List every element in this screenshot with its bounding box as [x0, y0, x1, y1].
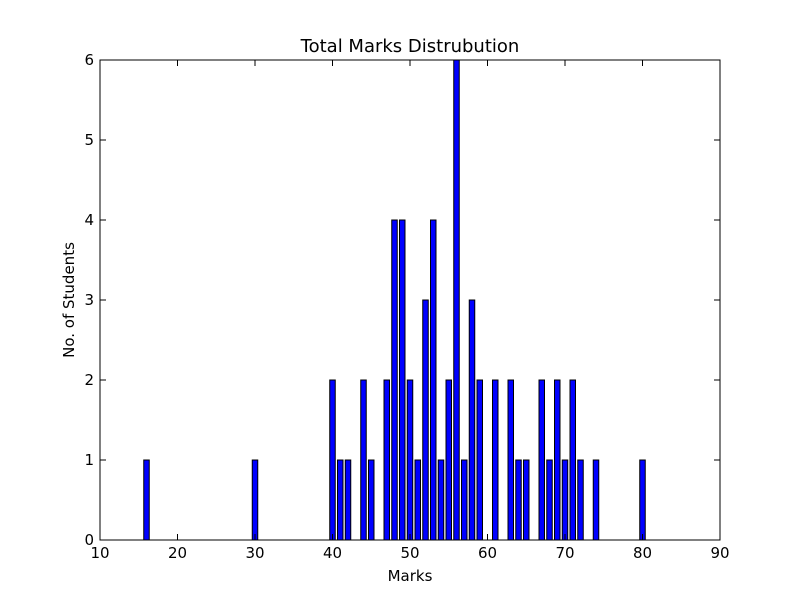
- bar-56: [453, 59, 460, 541]
- bar-63: [507, 379, 514, 541]
- x-tick-label: 60: [478, 544, 497, 562]
- x-tick-label: 40: [323, 544, 342, 562]
- bar-74: [592, 459, 600, 541]
- bar-40: [329, 379, 336, 541]
- y-tick-label: 0: [84, 531, 94, 549]
- bar-44: [360, 379, 367, 541]
- bar-57: [461, 459, 468, 541]
- bar-68: [546, 459, 553, 541]
- x-tick-label: 20: [168, 544, 187, 562]
- plot-frame: [99, 59, 721, 541]
- y-tick-label: 3: [84, 291, 94, 309]
- bar-16: [143, 459, 150, 541]
- bar-41: [337, 459, 344, 541]
- bar-61: [492, 379, 499, 541]
- bar-52: [422, 299, 429, 541]
- plot-area: 10 20 30 40 50 60 70 80 90 0 1 2 3 4 5 6: [84, 51, 729, 562]
- chart-title: Total Marks Distrubution: [300, 36, 520, 57]
- y-tick-label: 5: [84, 131, 94, 149]
- bar-48: [391, 219, 398, 541]
- x-tick-label: 90: [710, 544, 729, 562]
- bar-50: [406, 379, 414, 541]
- y-tick-label: 6: [84, 51, 94, 69]
- y-tick-label: 4: [84, 211, 94, 229]
- bar-59: [476, 379, 483, 541]
- bar-49: [399, 219, 406, 541]
- y-tick-label: 2: [84, 371, 94, 389]
- x-tick-label: 10: [90, 544, 109, 562]
- bar-47: [383, 379, 390, 541]
- bar-53: [430, 219, 437, 541]
- y-axis-label: No. of Students: [60, 242, 78, 358]
- bar-45: [368, 459, 375, 541]
- y-tick-label: 1: [84, 451, 94, 469]
- x-tick-label: 30: [245, 544, 264, 562]
- bar-58: [468, 299, 476, 541]
- bar-42: [344, 459, 352, 541]
- x-tick-label: 80: [633, 544, 652, 562]
- bar-67: [538, 379, 545, 541]
- bar-80: [639, 459, 646, 541]
- x-tick-label: 70: [555, 544, 574, 562]
- bar-55: [445, 379, 452, 541]
- x-axis-label: Marks: [388, 567, 433, 585]
- bar-72: [577, 459, 584, 541]
- bar-65: [523, 459, 530, 541]
- bar-51: [414, 459, 421, 541]
- bar-64: [515, 459, 522, 541]
- bar-54: [437, 459, 445, 541]
- bar-69: [554, 379, 561, 541]
- bar-30: [251, 459, 259, 541]
- bar-71: [569, 379, 576, 541]
- x-tick-label: 50: [400, 544, 419, 562]
- ticks-group: 10 20 30 40 50 60 70 80 90 0 1 2 3 4 5 6: [84, 51, 729, 562]
- bar-70: [561, 459, 569, 541]
